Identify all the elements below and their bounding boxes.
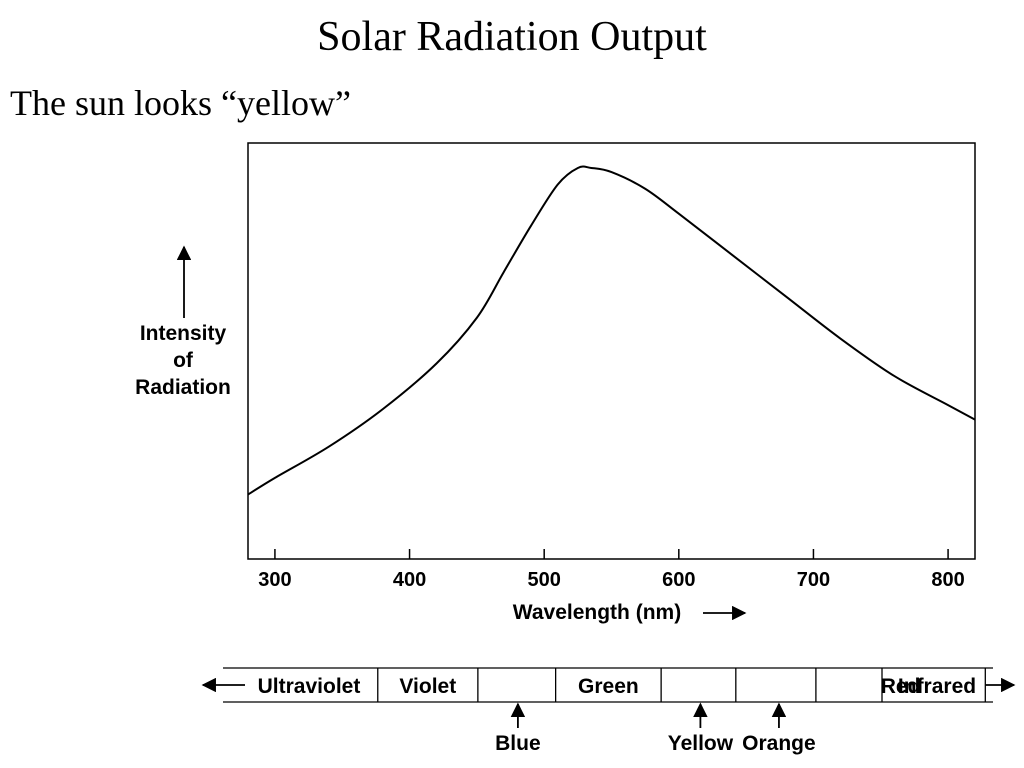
x-tick-label: 400 bbox=[393, 569, 426, 591]
x-axis-label: Wavelength (nm) bbox=[513, 601, 681, 624]
plot-frame bbox=[247, 142, 976, 560]
x-axis-tick-labels: 300 400 500 600 700 800 bbox=[258, 569, 965, 591]
x-tick-label: 600 bbox=[662, 569, 695, 591]
y-axis-label-line-2: of bbox=[173, 349, 194, 372]
spectrum-band-dividers bbox=[377, 668, 986, 702]
y-axis-label-line-1: Intensity bbox=[140, 322, 227, 345]
pointer-label: Orange bbox=[742, 732, 816, 755]
pointer-label: Blue bbox=[495, 732, 541, 755]
band-label: Ultraviolet bbox=[258, 675, 361, 698]
x-axis-ticks bbox=[274, 549, 949, 559]
band-label: Green bbox=[578, 675, 639, 698]
pointer-label: Yellow bbox=[668, 732, 734, 755]
intensity-curve bbox=[247, 165, 976, 496]
spectrum-pointers: Blue Yellow Orange bbox=[495, 702, 816, 755]
slide-subtitle: The sun looks “yellow” bbox=[10, 83, 351, 123]
x-tick-label: 800 bbox=[931, 569, 964, 591]
band-label: Violet bbox=[399, 675, 456, 698]
y-axis-label-line-3: Radiation bbox=[135, 376, 231, 399]
x-tick-label: 700 bbox=[797, 569, 830, 591]
band-label: Infrared bbox=[898, 675, 976, 698]
x-tick-label: 300 bbox=[258, 569, 291, 591]
series-layer bbox=[247, 165, 976, 496]
slide-title: Solar Radiation Output bbox=[317, 14, 707, 60]
band-label: Red bbox=[881, 675, 921, 698]
x-tick-label: 500 bbox=[527, 569, 560, 591]
